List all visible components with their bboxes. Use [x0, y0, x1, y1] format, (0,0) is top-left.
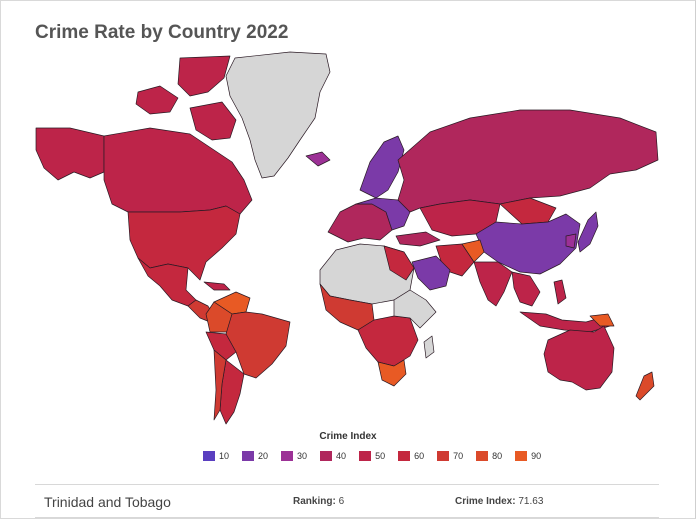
- region-peru[interactable]: [205, 331, 237, 361]
- region-egypt-libya[interactable]: [383, 245, 415, 281]
- legend-swatch: [203, 451, 215, 461]
- region-australia[interactable]: [543, 325, 615, 391]
- region-mongolia[interactable]: [499, 197, 557, 225]
- region-afghanistan[interactable]: [461, 239, 485, 263]
- ranking-value: 6: [338, 496, 345, 507]
- legend-swatch: [359, 451, 372, 461]
- region-iceland[interactable]: [305, 151, 331, 167]
- legend-label: 20: [258, 451, 269, 461]
- legend-swatch: [320, 451, 333, 461]
- region-arabia[interactable]: [411, 255, 451, 291]
- region-russia[interactable]: [397, 109, 659, 213]
- legend-item[interactable]: 20: [242, 451, 268, 461]
- legend-item[interactable]: 10: [203, 451, 229, 461]
- legend: 10 20 30 40 50 60 70 80 90: [203, 450, 554, 462]
- region-caribbean[interactable]: [203, 281, 231, 291]
- ranking-label: Ranking:: [293, 496, 336, 507]
- legend-swatch: [437, 451, 450, 461]
- legend-label: 30: [297, 451, 308, 461]
- legend-item[interactable]: 70: [437, 451, 463, 461]
- region-alaska[interactable]: [35, 127, 105, 181]
- crime-index-field: Crime Index: 71.63: [455, 496, 543, 507]
- ranking-field: Ranking: 6: [293, 496, 344, 507]
- legend-title: Crime Index: [319, 431, 377, 442]
- region-korea[interactable]: [565, 233, 577, 249]
- legend-item[interactable]: 30: [281, 451, 307, 461]
- legend-swatch: [515, 451, 528, 461]
- legend-label: 50: [375, 451, 386, 461]
- region-turkey[interactable]: [395, 231, 441, 247]
- legend-label: 60: [414, 451, 425, 461]
- crime-index-label: Crime Index:: [455, 496, 516, 507]
- crime-index-value: 71.63: [518, 496, 544, 507]
- region-india[interactable]: [473, 261, 513, 307]
- region-central-europe[interactable]: [355, 197, 411, 231]
- region-arctic-islands-3[interactable]: [189, 101, 237, 141]
- region-east-africa[interactable]: [393, 289, 437, 329]
- region-new-zealand[interactable]: [635, 371, 655, 401]
- region-canada[interactable]: [103, 127, 253, 215]
- legend-label: 80: [492, 451, 503, 461]
- legend-label: 90: [531, 451, 542, 461]
- legend-swatch: [281, 451, 294, 461]
- legend-item[interactable]: 60: [398, 451, 424, 461]
- legend-label: 40: [336, 451, 347, 461]
- legend-item[interactable]: 50: [359, 451, 385, 461]
- legend-item[interactable]: 90: [515, 451, 541, 461]
- region-southeast-asia[interactable]: [511, 271, 541, 307]
- region-philippines[interactable]: [553, 279, 567, 305]
- legend-item[interactable]: 80: [476, 451, 502, 461]
- region-southern-africa[interactable]: [377, 359, 407, 387]
- legend-swatch: [398, 451, 411, 461]
- legend-swatch: [242, 451, 255, 461]
- region-scandinavia[interactable]: [359, 135, 405, 199]
- world-map[interactable]: [0, 50, 696, 425]
- legend-item[interactable]: 40: [320, 451, 346, 461]
- chart-title: Crime Rate by Country 2022: [35, 22, 289, 43]
- region-chile[interactable]: [213, 349, 227, 421]
- selected-country-name: Trinidad and Tobago: [44, 494, 171, 510]
- region-central-africa[interactable]: [357, 315, 419, 367]
- region-japan[interactable]: [577, 211, 599, 253]
- region-arctic-islands-2[interactable]: [135, 85, 179, 115]
- region-madagascar[interactable]: [423, 335, 435, 359]
- legend-swatch: [476, 451, 489, 461]
- selected-country-panel: Trinidad and Tobago Ranking: 6 Crime Ind…: [35, 484, 659, 518]
- legend-label: 10: [219, 451, 230, 461]
- region-arctic-islands[interactable]: [177, 55, 231, 97]
- legend-label: 70: [453, 451, 464, 461]
- region-papua[interactable]: [589, 313, 615, 327]
- region-greenland[interactable]: [225, 51, 331, 179]
